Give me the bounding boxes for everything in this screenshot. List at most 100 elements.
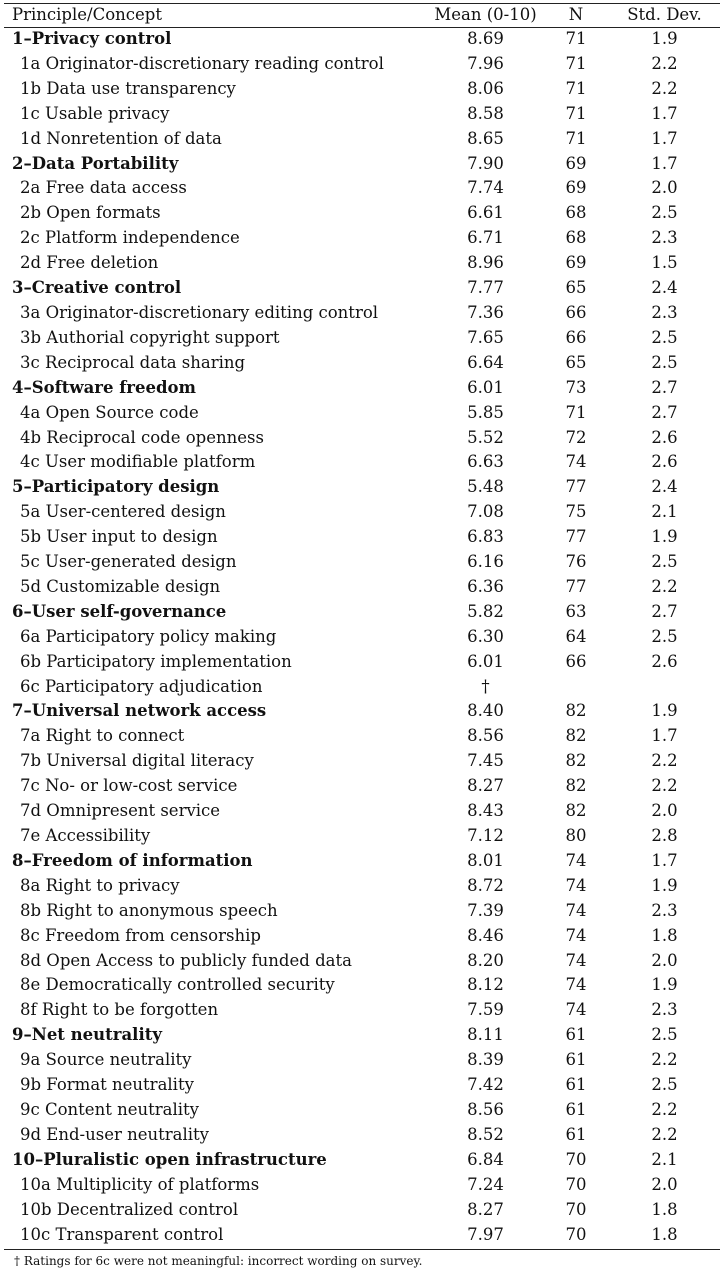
std-dev-cell: 2.2	[651, 576, 678, 596]
mean-cell: 8.12	[467, 975, 504, 995]
mean-cell: 7.97	[467, 1224, 504, 1244]
mean-cell: 7.45	[467, 751, 504, 771]
mean-cell: 6.84	[467, 1149, 504, 1169]
table-top-rule	[4, 3, 720, 4]
concept-row: 2a Free data access 7.74 69 2.0	[4, 176, 720, 201]
std-dev-cell: 2.8	[651, 826, 678, 845]
principle-cell: 10b Decentralized control	[20, 1199, 239, 1219]
n-cell: 82	[565, 701, 587, 721]
std-dev-cell: 2.6	[651, 452, 678, 472]
std-dev-cell: 2.4	[651, 477, 678, 497]
n-cell: 76	[565, 552, 587, 572]
mean-cell: 8.20	[467, 950, 504, 970]
principle-cell: 7e Accessibility	[20, 826, 151, 845]
mean-cell: †	[481, 676, 490, 696]
mean-cell: 7.65	[467, 327, 504, 347]
n-cell: 77	[565, 576, 587, 596]
n-cell: 61	[565, 1099, 587, 1119]
concept-row: 1b Data use transparency 8.06 71 2.2	[4, 77, 720, 102]
n-cell: 74	[565, 850, 587, 870]
principle-cell: 5d Customizable design	[20, 576, 221, 596]
concept-row: 8f Right to be forgotten 7.59 74 2.3	[4, 998, 720, 1023]
concept-row: 3b Authorial copyright support 7.65 66 2.5	[4, 326, 720, 351]
n-cell: 72	[565, 427, 587, 447]
concept-row: 8c Freedom from censorship 8.46 74 1.8	[4, 924, 720, 949]
n-cell: 68	[565, 203, 587, 223]
concept-row: 9a Source neutrality 8.39 61 2.2	[4, 1048, 720, 1073]
principle-cell: 2b Open formats	[20, 203, 161, 223]
mean-cell: 7.39	[467, 900, 504, 920]
principle-row: 4–Software freedom 6.01 73 2.7	[4, 376, 720, 401]
mean-cell: 8.58	[467, 103, 504, 123]
concept-row: 6b Participatory implementation 6.01 66 2.6	[4, 650, 720, 675]
concept-row: 5b User input to design 6.83 77 1.9	[4, 525, 720, 550]
concept-row: 8a Right to privacy 8.72 74 1.9	[4, 874, 720, 899]
std-dev-cell: 1.8	[651, 1224, 678, 1244]
std-dev-cell: 2.5	[651, 327, 678, 347]
concept-row: 4a Open Source code 5.85 71 2.7	[4, 401, 720, 426]
concept-row: 2d Free deletion 8.96 69 1.5	[4, 251, 720, 276]
n-cell: 61	[565, 1025, 587, 1045]
n-cell: 71	[565, 402, 587, 422]
std-dev-cell: 2.3	[651, 228, 678, 248]
mean-cell: 5.52	[467, 427, 504, 447]
principle-cell: 10–Pluralistic open infrastructure	[12, 1149, 327, 1169]
std-dev-cell: 2.6	[651, 427, 678, 447]
mean-cell: 8.65	[467, 128, 504, 148]
header-std-dev: Std. Dev.	[627, 5, 702, 24]
std-dev-cell: 1.7	[651, 103, 678, 123]
principle-row: 8–Freedom of information 8.01 74 1.7	[4, 849, 720, 874]
std-dev-cell: 1.9	[651, 975, 678, 995]
n-cell: 70	[565, 1149, 587, 1169]
concept-row: 8e Democratically controlled security 8.1…	[4, 973, 720, 998]
principle-row: 1–Privacy control 8.69 71 1.9	[4, 27, 720, 52]
principle-cell: 8–Freedom of information	[12, 850, 253, 870]
n-cell: 71	[565, 78, 587, 98]
concept-row: 9c Content neutrality 8.56 61 2.2	[4, 1098, 720, 1123]
n-cell: 77	[565, 527, 587, 547]
n-cell: 73	[565, 377, 587, 397]
mean-cell: 8.39	[467, 1050, 504, 1070]
principle-cell: 5–Participatory design	[12, 477, 220, 497]
std-dev-cell: 2.3	[651, 302, 678, 322]
n-cell: 68	[565, 228, 587, 248]
std-dev-cell: 2.5	[651, 626, 678, 646]
principle-cell: 10c Transparent control	[20, 1224, 224, 1244]
principle-cell: 8e Democratically controlled security	[20, 975, 335, 995]
mean-cell: 8.96	[467, 253, 504, 273]
n-cell: 71	[565, 53, 587, 73]
n-cell: 64	[565, 626, 587, 646]
principle-cell: 1a Originator-discretionary reading cont…	[20, 53, 384, 73]
principle-cell: 6b Participatory implementation	[20, 651, 292, 671]
header-principle-concept: Principle/Concept	[12, 5, 162, 24]
n-cell: 80	[565, 826, 587, 845]
mean-cell: 7.96	[467, 53, 504, 73]
principle-cell: 7a Right to connect	[20, 726, 185, 746]
principle-cell: 7b Universal digital literacy	[20, 751, 254, 771]
concept-row: 8d Open Access to publicly funded data 8.…	[4, 949, 720, 974]
mean-cell: 8.27	[467, 776, 504, 796]
concept-row: 5c User-generated design 6.16 76 2.5	[4, 550, 720, 575]
n-cell: 70	[565, 1174, 587, 1194]
std-dev-cell: 2.6	[651, 651, 678, 671]
principle-cell: 1–Privacy control	[12, 29, 172, 48]
n-cell: 74	[565, 950, 587, 970]
mean-cell: 6.71	[467, 228, 504, 248]
n-cell: 74	[565, 875, 587, 895]
mean-cell: 7.36	[467, 302, 504, 322]
principle-cell: 4c User modifiable platform	[20, 452, 256, 472]
std-dev-cell: 2.0	[651, 178, 678, 198]
n-cell: 61	[565, 1050, 587, 1070]
n-cell: 82	[565, 776, 587, 796]
mean-cell: 7.12	[467, 826, 504, 845]
mean-cell: 7.42	[467, 1075, 504, 1095]
concept-row: 1a Originator-discretionary reading cont…	[4, 52, 720, 77]
std-dev-cell: 2.5	[651, 552, 678, 572]
ratings-table: Principle/Concept Mean (0-10) N Std. Dev…	[4, 3, 720, 1247]
principle-cell: 7c No- or low-cost service	[20, 776, 238, 796]
principle-cell: 2c Platform independence	[20, 228, 240, 248]
n-cell: 70	[565, 1224, 587, 1244]
n-cell: 82	[565, 751, 587, 771]
mean-cell: 7.90	[467, 153, 504, 173]
concept-row: 8b Right to anonymous speech 7.39 74 2.3	[4, 899, 720, 924]
